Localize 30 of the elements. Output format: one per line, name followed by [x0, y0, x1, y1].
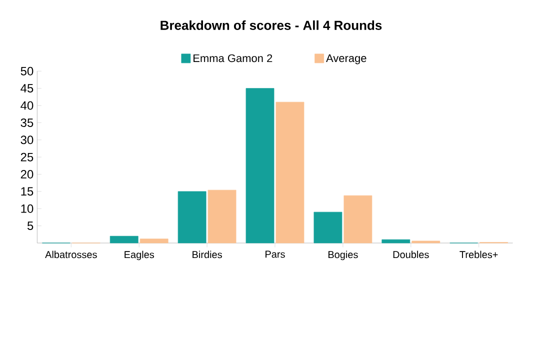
- bar: [208, 190, 236, 244]
- x-tick-label: Pars: [266, 250, 285, 258]
- y-tick-label: 20: [20, 170, 34, 178]
- bar: [382, 239, 410, 244]
- y-tick-label: 10: [21, 204, 34, 213]
- x-tick-label: Birdies: [192, 250, 222, 258]
- legend-label: Emma Gamon 2: [194, 54, 272, 62]
- legend-label: Average: [326, 54, 366, 64]
- x-tick-label: Eagles: [124, 250, 154, 260]
- x-tick-label: Doubles: [393, 250, 429, 258]
- x-tick-label: Trebles+: [460, 250, 498, 258]
- y-tick-label: 35: [20, 118, 34, 127]
- bar: [276, 102, 304, 244]
- y-tick-label: 30: [20, 136, 34, 144]
- y-tick-label: 40: [20, 101, 34, 110]
- bar: [344, 195, 372, 244]
- chart-title: Breakdown of scores - All 4 Rounds: [160, 20, 382, 30]
- x-tick-label: Bogies: [328, 250, 358, 260]
- bar: [110, 236, 138, 244]
- bar: [314, 212, 342, 244]
- bar: [178, 191, 206, 244]
- y-tick-label: 50: [20, 66, 34, 76]
- bar: [140, 238, 168, 244]
- y-tick-label: 15: [21, 187, 34, 196]
- bar: [412, 240, 440, 244]
- y-tick-label: 45: [20, 84, 34, 92]
- x-tick-label: Albatrosses: [45, 250, 97, 258]
- y-tick-label: 25: [20, 152, 34, 162]
- bar: [246, 88, 274, 244]
- y-tick-label: 5: [27, 222, 34, 230]
